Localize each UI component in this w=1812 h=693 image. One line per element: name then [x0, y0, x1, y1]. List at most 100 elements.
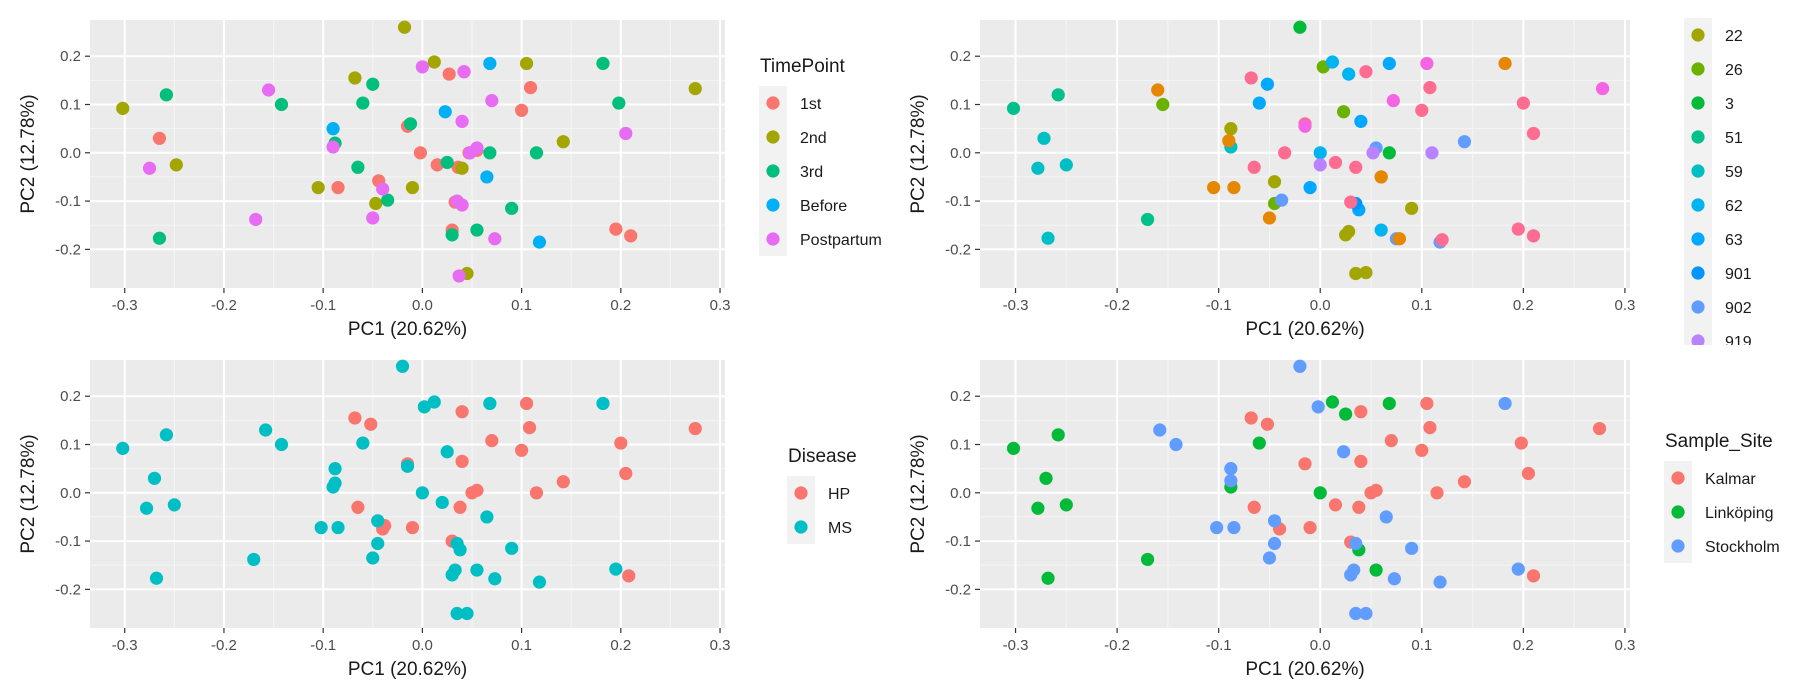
y-tick-label: 0.0 — [60, 485, 81, 502]
data-point — [1140, 212, 1155, 227]
data-point — [1405, 541, 1419, 555]
data-point — [1359, 606, 1373, 621]
data-point — [1227, 180, 1241, 195]
data-point — [448, 563, 462, 577]
legend-title: Disease — [788, 446, 857, 467]
data-point — [1344, 195, 1358, 209]
data-point — [1339, 407, 1353, 421]
data-point — [376, 182, 390, 196]
data-point — [1247, 160, 1261, 174]
data-point — [455, 198, 469, 212]
data-point — [1041, 231, 1055, 245]
data-point — [167, 498, 181, 512]
data-point — [159, 88, 173, 102]
data-point — [556, 135, 570, 149]
data-point — [445, 228, 459, 242]
x-tick-label: -0.1 — [310, 637, 336, 654]
data-point — [1382, 396, 1396, 411]
y-tick-label: 0.1 — [60, 97, 81, 114]
data-point — [413, 146, 427, 160]
legend-label: 3rd — [800, 164, 823, 181]
x-tick-label: -0.3 — [1003, 637, 1029, 654]
legend-key — [1691, 28, 1705, 42]
data-point — [523, 81, 538, 95]
data-point — [1247, 500, 1261, 514]
data-point — [1325, 395, 1340, 409]
points-timepoint — [116, 20, 702, 283]
data-point — [440, 445, 454, 459]
data-point — [1267, 175, 1282, 189]
data-point — [1260, 417, 1275, 431]
data-point — [532, 575, 547, 589]
data-point — [485, 94, 499, 108]
data-point — [1386, 94, 1400, 108]
data-point — [142, 161, 157, 175]
legend-title: TimePoint — [760, 56, 846, 77]
data-point — [440, 155, 454, 170]
data-point — [614, 436, 628, 450]
y-axis-title: PC2 (12.78%) — [18, 434, 39, 553]
legend-key — [1691, 62, 1705, 76]
legend-key — [766, 96, 780, 110]
x-tick-label: 0.0 — [412, 297, 433, 314]
data-point — [1037, 131, 1051, 145]
data-point — [624, 229, 638, 243]
data-point — [1526, 126, 1541, 141]
data-point — [1369, 563, 1383, 577]
x-axis-title: PC1 (20.62%) — [348, 319, 467, 340]
data-point — [1435, 233, 1449, 247]
data-point — [485, 434, 499, 448]
data-point — [1433, 575, 1447, 589]
data-point — [453, 543, 467, 557]
x-tick-label: 0.0 — [1310, 297, 1331, 314]
data-point — [1262, 551, 1277, 565]
data-point — [348, 71, 362, 85]
data-point — [314, 520, 328, 535]
data-point — [415, 486, 429, 500]
data-point — [622, 569, 636, 583]
data-point — [1328, 498, 1343, 512]
data-point — [1420, 56, 1434, 71]
data-point — [455, 161, 469, 175]
data-point — [1354, 454, 1368, 469]
data-point — [1457, 475, 1472, 489]
legend-items: 22 26 3 51 59 62 63 901 902 919 — [1684, 18, 1752, 345]
y-tick-label: -0.2 — [945, 581, 971, 598]
legend-label: 51 — [1725, 130, 1743, 147]
legend-key — [794, 520, 808, 534]
data-point — [405, 520, 420, 535]
data-point — [405, 180, 420, 195]
legend-label: Stockholm — [1705, 539, 1780, 556]
data-point — [1311, 400, 1325, 414]
x-tick-label: 0.3 — [1614, 297, 1635, 314]
x-tick-label: -0.3 — [1003, 297, 1029, 314]
legend-key — [1671, 505, 1685, 519]
data-point — [460, 606, 474, 621]
x-tick-label: 0.2 — [610, 297, 631, 314]
data-point — [688, 421, 702, 436]
data-point — [529, 486, 544, 500]
data-point — [381, 193, 395, 207]
data-point — [470, 563, 484, 577]
data-point — [152, 131, 167, 145]
x-axis-title: PC1 (20.62%) — [1245, 659, 1364, 680]
data-point — [116, 441, 130, 455]
data-point — [331, 180, 345, 195]
data-point — [1224, 462, 1238, 476]
data-point — [1374, 170, 1388, 184]
legend-key — [1691, 300, 1705, 314]
data-point — [1514, 436, 1528, 450]
data-point — [1051, 88, 1065, 102]
data-point — [351, 500, 365, 514]
data-point — [522, 421, 537, 435]
data-point — [1457, 135, 1472, 149]
y-tick-label: 0.2 — [60, 388, 81, 405]
data-point — [1511, 562, 1525, 576]
legend-site: Sample_Site Kalmar Linköping Stockholm — [1664, 431, 1780, 563]
data-point — [139, 501, 154, 515]
legend-timepoint: TimePoint 1st 2nd 3rd Before Postpartum — [759, 56, 882, 256]
data-point — [483, 56, 497, 71]
data-point — [1374, 223, 1388, 237]
y-tick-label: 0.1 — [60, 437, 81, 454]
